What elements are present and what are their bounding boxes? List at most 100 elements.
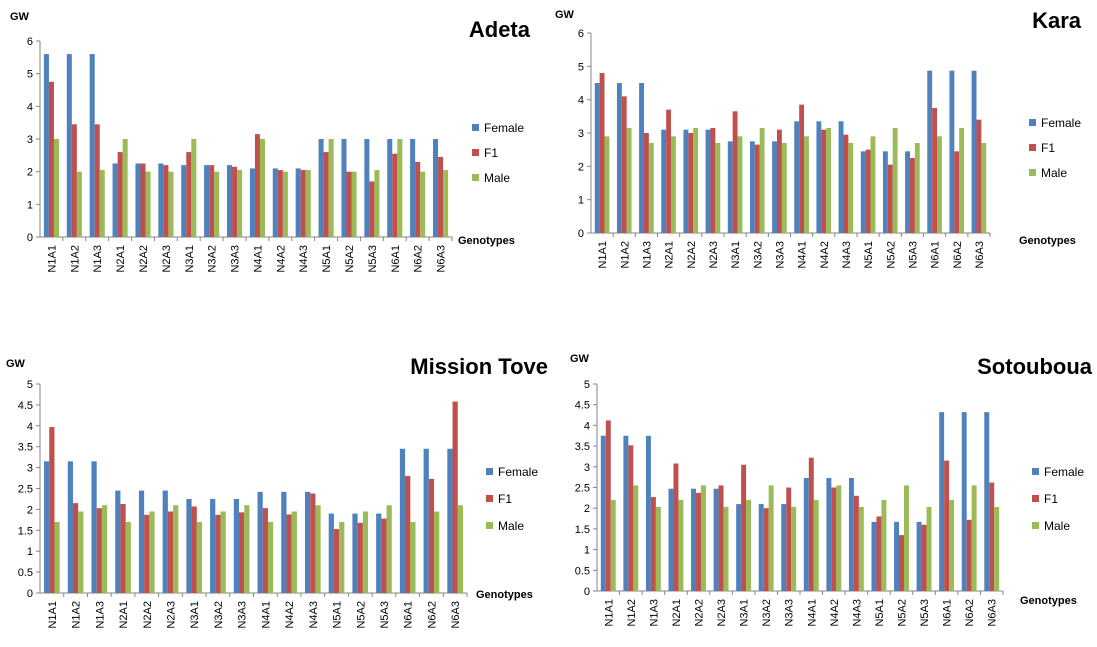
bar-male-n6a3 xyxy=(443,170,448,237)
y-tick-label: 1 xyxy=(584,545,590,557)
x-category-label: N2A2 xyxy=(694,599,706,627)
y-tick-label: 3 xyxy=(27,134,33,146)
bar-male-n5a1 xyxy=(881,500,886,591)
x-category-label: N3A1 xyxy=(189,601,201,629)
bar-f1-n5a3 xyxy=(369,181,374,237)
bar-f1-n2a1 xyxy=(666,110,671,233)
x-category-label: N4A2 xyxy=(275,245,287,273)
y-tick-label: 3.5 xyxy=(18,442,33,454)
bar-f1-n5a2 xyxy=(888,165,893,233)
bar-female-n3a3 xyxy=(234,499,239,593)
legend-swatch-female xyxy=(1032,468,1039,475)
bar-male-n4a1 xyxy=(804,136,809,233)
bar-male-n2a2 xyxy=(693,128,698,233)
x-category-label: N5A2 xyxy=(355,601,367,629)
bar-male-n1a2 xyxy=(77,172,82,237)
bar-f1-n6a1 xyxy=(944,461,949,591)
bar-female-n3a1 xyxy=(728,141,733,233)
bar-male-n1a3 xyxy=(656,507,661,591)
bar-f1-n3a2 xyxy=(755,145,760,233)
bar-f1-n4a2 xyxy=(286,514,291,593)
bar-f1-n6a2 xyxy=(967,520,972,591)
bar-male-n2a2 xyxy=(146,172,151,237)
y-tick-label: 3 xyxy=(578,128,584,140)
y-tick-label: 4 xyxy=(584,420,590,432)
bar-female-n1a2 xyxy=(68,461,73,593)
bar-male-n4a1 xyxy=(260,139,265,237)
legend-swatch-female xyxy=(1029,119,1036,126)
bar-female-n5a2 xyxy=(894,522,899,591)
bar-chart-kara: Kara GW 0 1 2 3 4 5 6 N1A1 N1A2 N1A3 N2A1 N2A2 N2A3 N3A… xyxy=(549,0,1097,300)
bar-f1-n2a3 xyxy=(719,485,724,591)
bar-male-n2a2 xyxy=(701,485,706,591)
bar-female-n3a2 xyxy=(210,499,215,593)
y-tick-label: 4.5 xyxy=(18,400,33,412)
bar-f1-n5a3 xyxy=(381,519,386,593)
x-category-label: N6A2 xyxy=(952,241,964,269)
bar-f1-n2a1 xyxy=(118,152,123,237)
bar-male-n2a3 xyxy=(168,172,173,237)
legend-label-male: Male xyxy=(1041,166,1067,180)
bar-f1-n2a2 xyxy=(696,493,701,591)
x-category-label: N1A3 xyxy=(641,241,653,269)
legend-label-f1: F1 xyxy=(1041,141,1055,155)
bar-male-n2a3 xyxy=(715,143,720,233)
bar-f1-n3a1 xyxy=(192,506,197,593)
bar-male-n3a3 xyxy=(782,143,787,233)
bar-f1-n2a1 xyxy=(120,504,125,593)
bar-female-n6a1 xyxy=(939,412,944,591)
bar-male-n6a3 xyxy=(981,143,986,233)
y-tick-label: 3 xyxy=(27,463,33,475)
bar-male-n6a2 xyxy=(420,172,425,237)
bar-f1-n1a1 xyxy=(49,82,54,237)
bar-female-n3a1 xyxy=(736,504,741,591)
bar-f1-n3a2 xyxy=(215,515,220,593)
bar-female-n1a3 xyxy=(646,436,651,591)
bar-female-n1a1 xyxy=(44,461,49,593)
x-category-label: N5A1 xyxy=(863,241,875,269)
x-category-label: N5A3 xyxy=(379,601,391,629)
bar-male-n5a3 xyxy=(387,505,392,593)
bar-male-n2a1 xyxy=(671,136,676,233)
bar-male-n1a2 xyxy=(627,128,632,233)
bar-f1-n3a1 xyxy=(733,111,738,233)
bar-female-n6a3 xyxy=(972,71,977,233)
bar-male-n3a3 xyxy=(237,170,242,237)
bar-f1-n3a2 xyxy=(209,165,214,237)
bar-f1-n6a3 xyxy=(989,483,994,591)
y-tick-label: 4 xyxy=(27,421,33,433)
x-category-label: N5A1 xyxy=(874,599,886,627)
bar-female-n6a2 xyxy=(424,449,429,593)
bar-f1-n2a2 xyxy=(144,515,149,593)
x-category-label: N3A3 xyxy=(237,601,249,629)
x-category-label: N2A3 xyxy=(165,601,177,629)
bar-male-n3a3 xyxy=(244,505,249,593)
bar-f1-n4a2 xyxy=(831,488,836,592)
legend-swatch-f1 xyxy=(1029,144,1036,151)
bar-f1-n3a3 xyxy=(239,512,244,593)
bar-male-n1a3 xyxy=(649,143,654,233)
x-category-label: N6A2 xyxy=(964,599,976,627)
bar-chart-adeta: Adeta GW 0 1 2 3 4 5 6 N1A1 N1A2 N1A3 N2A1 N2A2 N2A3 N3… xyxy=(0,0,548,300)
y-axis-label: GW xyxy=(555,9,575,21)
x-category-label: N4A2 xyxy=(829,599,841,627)
bar-female-n2a1 xyxy=(661,130,666,233)
bar-f1-n5a2 xyxy=(346,172,351,237)
x-category-label: N1A3 xyxy=(92,245,104,273)
bar-female-n6a1 xyxy=(400,449,405,593)
legend-label-f1: F1 xyxy=(498,492,512,506)
bar-female-n4a2 xyxy=(826,478,831,591)
x-category-label: N2A1 xyxy=(671,599,683,627)
x-category-label: N1A2 xyxy=(626,599,638,627)
bar-female-n1a1 xyxy=(595,83,600,233)
x-category-label: N2A3 xyxy=(708,241,720,269)
x-category-label: N1A1 xyxy=(597,241,609,269)
y-tick-label: 1 xyxy=(578,195,584,207)
bar-male-n5a3 xyxy=(927,507,932,591)
x-category-label: N1A2 xyxy=(619,241,631,269)
y-tick-label: 2 xyxy=(27,167,33,179)
bar-chart-mission-tove: Mission Tove GW 0 0.5 1 1.5 2 2.5 3 3.5 4 4.5 5 N1A1 N… xyxy=(0,342,552,642)
bar-male-n6a2 xyxy=(972,485,977,591)
bar-male-n1a3 xyxy=(102,505,107,593)
x-axis-label: Genotypes xyxy=(1020,595,1077,607)
